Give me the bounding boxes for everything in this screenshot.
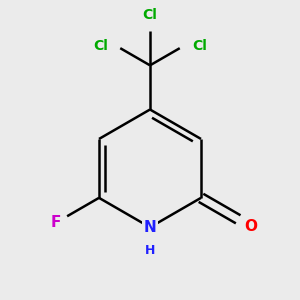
Text: N: N	[144, 220, 156, 235]
Text: O: O	[244, 219, 257, 234]
Text: F: F	[50, 215, 61, 230]
Text: H: H	[145, 244, 155, 257]
Text: Cl: Cl	[93, 39, 108, 53]
Text: Cl: Cl	[192, 39, 207, 53]
Text: Cl: Cl	[142, 8, 158, 22]
